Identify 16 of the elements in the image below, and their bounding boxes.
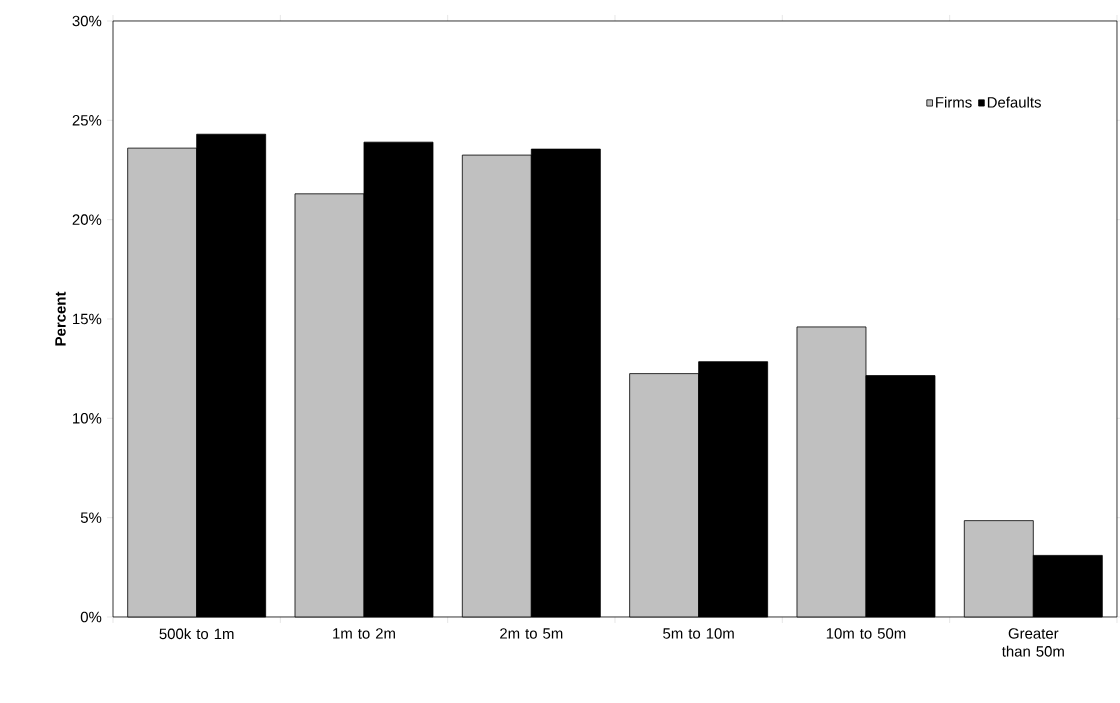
x-tick-label: 5m to 10m bbox=[663, 628, 734, 639]
x-tick-label: 500k to 1m bbox=[159, 628, 234, 640]
legend-label: Firms bbox=[936, 96, 972, 108]
x-tick-label: 1m to 2m bbox=[333, 628, 395, 639]
x-tick-label: Greater than 50m bbox=[1001, 628, 1064, 657]
y-tick-label: 0% bbox=[80, 611, 102, 623]
y-tick-label: 5% bbox=[80, 512, 102, 523]
x-tick-label: 2m to 5m bbox=[500, 628, 563, 639]
y-axis-title: Percent bbox=[55, 291, 66, 346]
x-tick-label: 10m to 50m bbox=[826, 628, 906, 639]
y-tick-label: 25% bbox=[72, 115, 102, 126]
y-tick-label: 15% bbox=[73, 313, 102, 325]
y-tick-label: 20% bbox=[72, 214, 102, 225]
y-tick-label: 30% bbox=[72, 15, 102, 27]
y-tick-label: 10% bbox=[73, 413, 102, 424]
legend-label: Defaults bbox=[987, 96, 1041, 108]
